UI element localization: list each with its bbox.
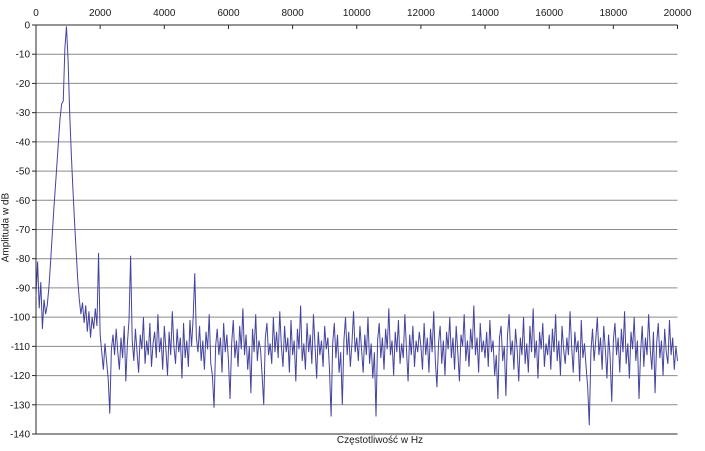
y-tick-label: -130 <box>10 400 30 411</box>
y-tick-label: -110 <box>11 342 31 353</box>
gridlines <box>36 53 678 406</box>
y-tick-label: -40 <box>16 137 31 148</box>
y-tick-label: -10 <box>16 50 31 61</box>
x-tick-label: 18000 <box>599 8 627 19</box>
y-tick-label: -70 <box>16 225 31 236</box>
x-tick-label: 0 <box>33 8 39 19</box>
x-tick-label: 4000 <box>153 8 176 19</box>
x-axis-title: Częstotliwość w Hz <box>336 435 424 446</box>
x-tick-label: 16000 <box>535 8 563 19</box>
y-tick-label: -90 <box>16 283 31 294</box>
x-tick-label: 8000 <box>281 8 304 19</box>
x-tick-label: 12000 <box>407 8 435 19</box>
y-tick-label: 0 <box>24 21 30 32</box>
y-tick-label: -80 <box>16 254 31 265</box>
y-tick-label: -50 <box>16 167 31 178</box>
y-tick-label: -30 <box>16 108 31 119</box>
y-ticks: 0 -10 -20 -30 -40 -50 -60 -70 -80 -90 -100 -110 -120… <box>10 21 36 441</box>
x-tick-label: 14000 <box>471 8 499 19</box>
x-tick-label: 6000 <box>217 8 240 19</box>
y-tick-label: -140 <box>10 430 30 441</box>
y-tick-label: -120 <box>10 371 30 382</box>
x-tick-label: 20000 <box>664 8 692 19</box>
x-tick-label: 2000 <box>89 8 112 19</box>
spectrum-line <box>35 26 678 426</box>
y-axis-title: Amplituda w dB <box>0 192 12 263</box>
y-tick-label: -100 <box>10 313 30 324</box>
x-ticks: 0 2000 4000 6000 8000 10000 12000 14000 16000 180… <box>33 8 692 29</box>
y-tick-label: -60 <box>16 196 31 207</box>
y-tick-label: -20 <box>16 79 31 90</box>
x-tick-label: 10000 <box>343 8 371 19</box>
